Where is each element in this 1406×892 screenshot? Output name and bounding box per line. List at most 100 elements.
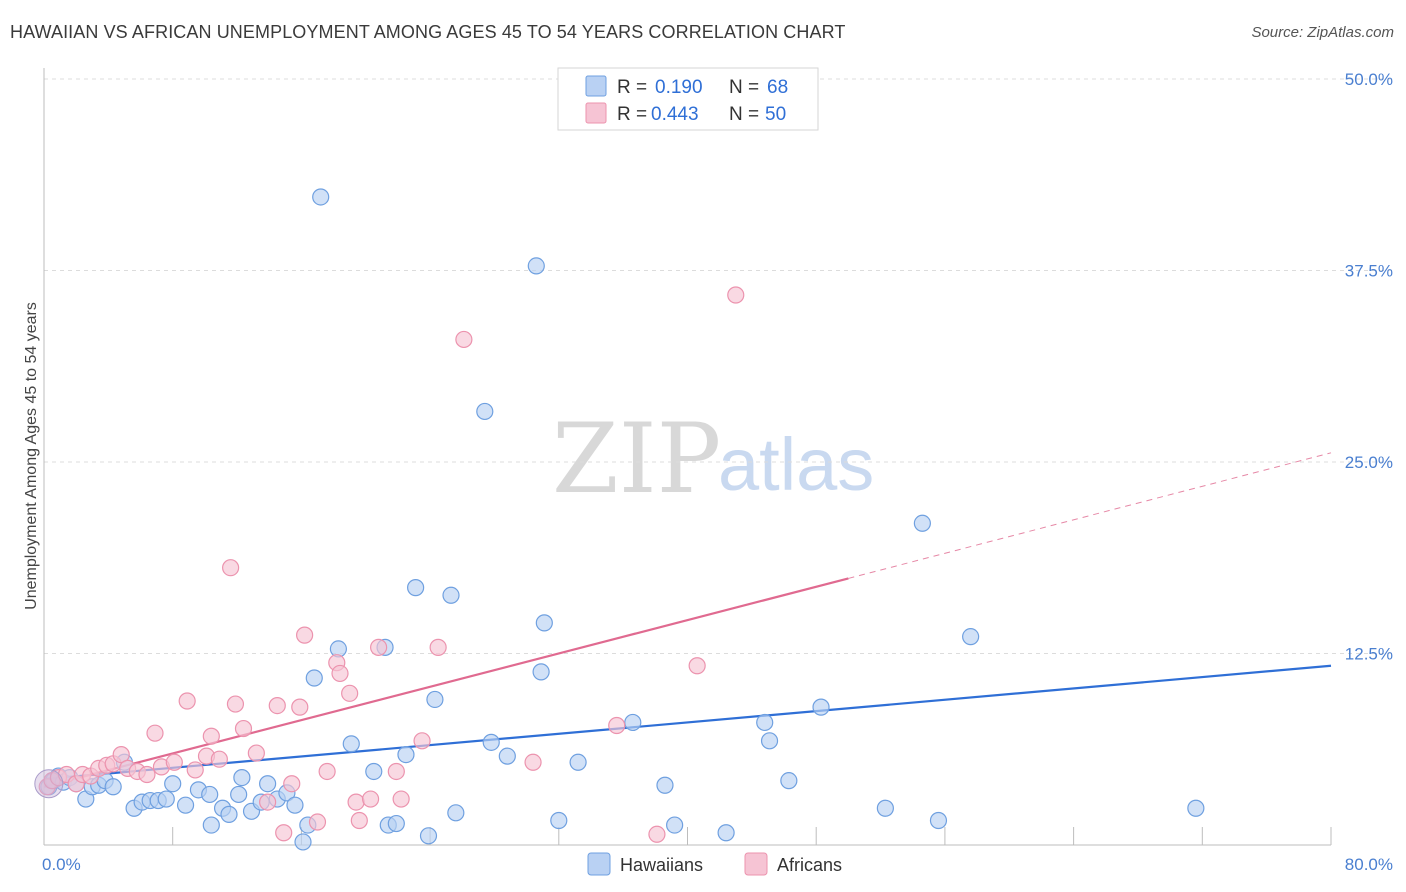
y-tick-label: 50.0% bbox=[1345, 70, 1393, 89]
hawaiian-point bbox=[756, 713, 774, 732]
hawaiian-point bbox=[202, 816, 220, 834]
hawaiian-point bbox=[962, 628, 980, 646]
african-point bbox=[146, 724, 164, 742]
hawaiian-point bbox=[1187, 799, 1205, 817]
hawaiian-point bbox=[286, 796, 304, 814]
hawaiian-point bbox=[442, 586, 460, 604]
legend-n-label-1: N = bbox=[729, 77, 759, 98]
hawaiian-point bbox=[397, 746, 415, 764]
african-point bbox=[226, 695, 245, 713]
y-axis-label: Unemployment Among Ages 45 to 54 years bbox=[23, 302, 40, 610]
hawaiian-point bbox=[419, 827, 438, 845]
african-point bbox=[234, 719, 253, 738]
african-point bbox=[186, 761, 204, 779]
hawaiian-point bbox=[305, 669, 323, 687]
cluster-point bbox=[34, 769, 64, 799]
series-legend: Hawaiians Africans bbox=[587, 852, 842, 876]
hawaiian-point bbox=[220, 805, 238, 823]
y-tick-label: 12.5% bbox=[1345, 645, 1393, 664]
hawaiian-point bbox=[569, 753, 587, 771]
hawaiian-point bbox=[929, 811, 948, 830]
legend-r-label-2: R = bbox=[617, 104, 647, 125]
y-tick-label: 25.0% bbox=[1345, 453, 1393, 472]
data-points bbox=[34, 188, 1205, 851]
hawaiian-point bbox=[717, 824, 735, 842]
african-point bbox=[112, 746, 130, 764]
hawaiian-point bbox=[387, 814, 405, 833]
legend-r-value-1: 0.190 bbox=[655, 77, 703, 98]
hawaiian-point bbox=[666, 816, 684, 834]
legend-swatch-hawaiians bbox=[585, 75, 607, 97]
hawaiian-point bbox=[426, 690, 444, 709]
african-point bbox=[429, 638, 447, 656]
bottom-legend-hawaiians: Hawaiians bbox=[620, 855, 703, 875]
correlation-legend: R = 0.190 N = 68 R = 0.443 N = 50 bbox=[557, 67, 819, 131]
african-point bbox=[283, 775, 301, 793]
hawaiian-point bbox=[201, 785, 219, 804]
hawaiian-point bbox=[624, 713, 642, 732]
african-point bbox=[308, 813, 327, 831]
african-point bbox=[165, 753, 183, 771]
hawaiian-point bbox=[342, 735, 360, 753]
watermark-atlas: atlas bbox=[718, 423, 874, 506]
y-tick-label: 37.5% bbox=[1345, 262, 1393, 281]
hawaiian-point bbox=[913, 514, 931, 532]
african-point bbox=[688, 657, 706, 675]
african-point bbox=[370, 638, 388, 656]
hawaiian-point bbox=[532, 663, 550, 681]
x-tick-max: 80.0% bbox=[1345, 855, 1393, 874]
african-point bbox=[318, 762, 336, 781]
african-point bbox=[524, 753, 542, 771]
african-point bbox=[138, 765, 156, 784]
african-point bbox=[291, 698, 309, 716]
hawaiian-point bbox=[482, 733, 500, 751]
hawaiian-point bbox=[294, 833, 312, 851]
hawaiian-point bbox=[365, 762, 383, 781]
african-point bbox=[341, 684, 359, 702]
legend-n-label-2: N = bbox=[729, 104, 759, 125]
african-point bbox=[275, 824, 293, 842]
bottom-legend-africans: Africans bbox=[777, 855, 842, 875]
hawaiian-point bbox=[535, 614, 553, 632]
african-point bbox=[361, 790, 380, 808]
legend-n-value-2: 50 bbox=[765, 104, 786, 125]
hawaiian-point bbox=[760, 732, 779, 750]
chart-source: Source: ZipAtlas.com bbox=[1251, 24, 1394, 41]
hawaiian-point bbox=[164, 775, 182, 793]
african-point bbox=[347, 793, 365, 811]
hawaiian-point bbox=[104, 778, 122, 796]
bottom-legend-swatch-hawaiians bbox=[587, 852, 611, 876]
chart-title: HAWAIIAN VS AFRICAN UNEMPLOYMENT AMONG A… bbox=[10, 22, 846, 42]
hawaiian-point bbox=[527, 257, 545, 275]
hawaiian-point bbox=[656, 776, 674, 794]
african-point bbox=[202, 727, 220, 745]
african-trend-line bbox=[43, 577, 849, 788]
african-point bbox=[268, 696, 286, 715]
african-point bbox=[331, 664, 349, 683]
hawaiian-point bbox=[233, 768, 251, 787]
african-point bbox=[247, 744, 265, 762]
african-point bbox=[178, 692, 196, 710]
hawaiian-point bbox=[157, 790, 175, 808]
african-point bbox=[222, 559, 240, 577]
african-point bbox=[259, 793, 277, 811]
hawaiian-point bbox=[447, 804, 465, 822]
african-point bbox=[413, 732, 431, 750]
hawaiian-point bbox=[230, 785, 248, 804]
x-tick-min: 0.0% bbox=[42, 855, 81, 874]
legend-n-value-1: 68 bbox=[767, 77, 788, 98]
bottom-legend-swatch-africans bbox=[744, 852, 768, 876]
african-point bbox=[727, 286, 745, 304]
african-point bbox=[210, 750, 228, 768]
hawaiian-point bbox=[176, 796, 195, 814]
hawaiian-point bbox=[812, 698, 830, 716]
african-point bbox=[392, 790, 410, 808]
hawaiian-point bbox=[259, 775, 277, 793]
watermark-zip: ZIP bbox=[552, 403, 721, 515]
hawaiian-point bbox=[876, 799, 894, 817]
legend-swatch-africans bbox=[585, 102, 607, 124]
african-point bbox=[648, 825, 666, 843]
african-point bbox=[387, 762, 405, 781]
african-point bbox=[350, 811, 368, 830]
african-point bbox=[608, 716, 626, 735]
